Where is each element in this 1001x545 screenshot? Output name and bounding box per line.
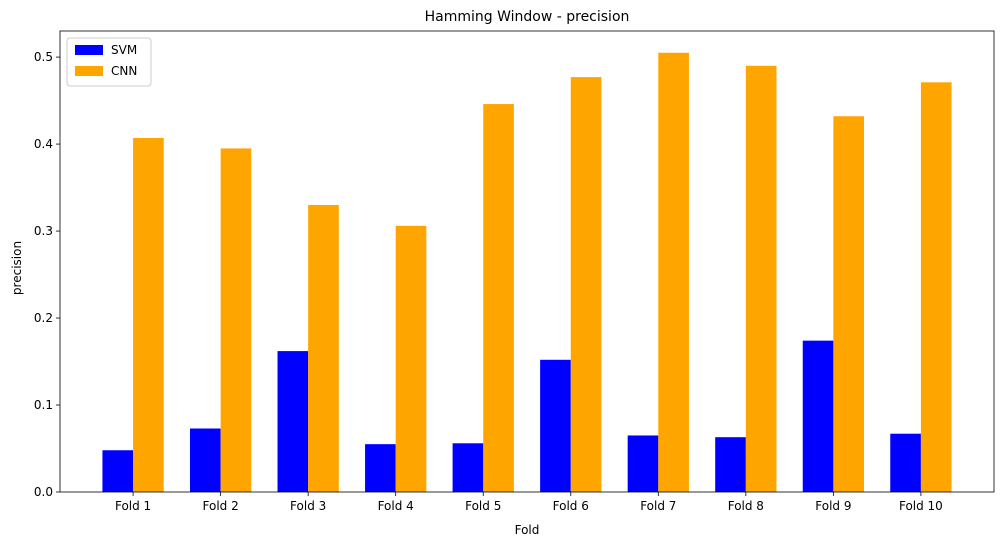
bar-cnn-7 — [658, 52, 689, 492]
bar-cnn-5 — [483, 104, 514, 492]
x-tick-label: Fold 9 — [815, 499, 851, 513]
x-tick-label: Fold 5 — [465, 499, 501, 513]
bar-svm-3 — [277, 351, 309, 492]
y-tick-label: 0.3 — [34, 224, 53, 238]
x-tick-label: Fold 2 — [203, 499, 239, 513]
bar-cnn-8 — [745, 65, 777, 492]
bar-svm-7 — [627, 435, 659, 492]
x-tick-label: Fold 4 — [378, 499, 414, 513]
bar-svm-8 — [715, 437, 746, 492]
bar-svm-1 — [102, 450, 134, 492]
bar-cnn-1 — [133, 137, 164, 493]
x-tick-label: Fold 10 — [899, 499, 943, 513]
y-tick-label: 0.5 — [34, 50, 53, 64]
axes-group: 0.0 0.1 0.2 0.3 0.4 0.5 Fold 1 Fold 2 Fold 3 Fold… — [34, 30, 995, 513]
x-tick-label: Fold 1 — [115, 499, 151, 513]
bar-svm-2 — [189, 428, 221, 492]
chart-title: Hamming Window - precision — [425, 9, 630, 25]
bar-cnn-10 — [920, 82, 952, 492]
legend: SVM CNN — [66, 37, 152, 87]
legend-swatch-svm — [75, 45, 103, 55]
bar-cnn-6 — [570, 77, 602, 492]
bar-cnn-3 — [308, 204, 339, 492]
legend-label-svm: SVM — [111, 43, 137, 57]
bar-svm-9 — [802, 340, 834, 492]
y-tick-label: 0.0 — [34, 485, 53, 499]
x-tick-label: Fold 6 — [553, 499, 589, 513]
legend-swatch-cnn — [75, 66, 103, 76]
x-tick-label: Fold 3 — [290, 499, 326, 513]
x-tick-label: Fold 8 — [728, 499, 764, 513]
legend-label-cnn: CNN — [111, 64, 137, 78]
bar-svm-6 — [540, 359, 571, 492]
bar-cnn-4 — [395, 225, 427, 492]
y-axis-title: precision — [10, 241, 24, 295]
bar-svm-10 — [890, 433, 921, 492]
bars-group — [102, 52, 952, 493]
bar-svm-4 — [365, 444, 396, 492]
bar-cnn-9 — [833, 116, 865, 493]
y-tick-label: 0.4 — [34, 137, 53, 151]
y-tick-label: 0.2 — [34, 311, 53, 325]
plot-frame — [59, 30, 995, 493]
bar-cnn-2 — [220, 148, 252, 493]
bar-svm-5 — [452, 443, 484, 492]
y-tick-label: 0.1 — [34, 398, 53, 412]
x-tick-label: Fold 7 — [640, 499, 676, 513]
x-axis-title: Fold — [515, 523, 540, 537]
